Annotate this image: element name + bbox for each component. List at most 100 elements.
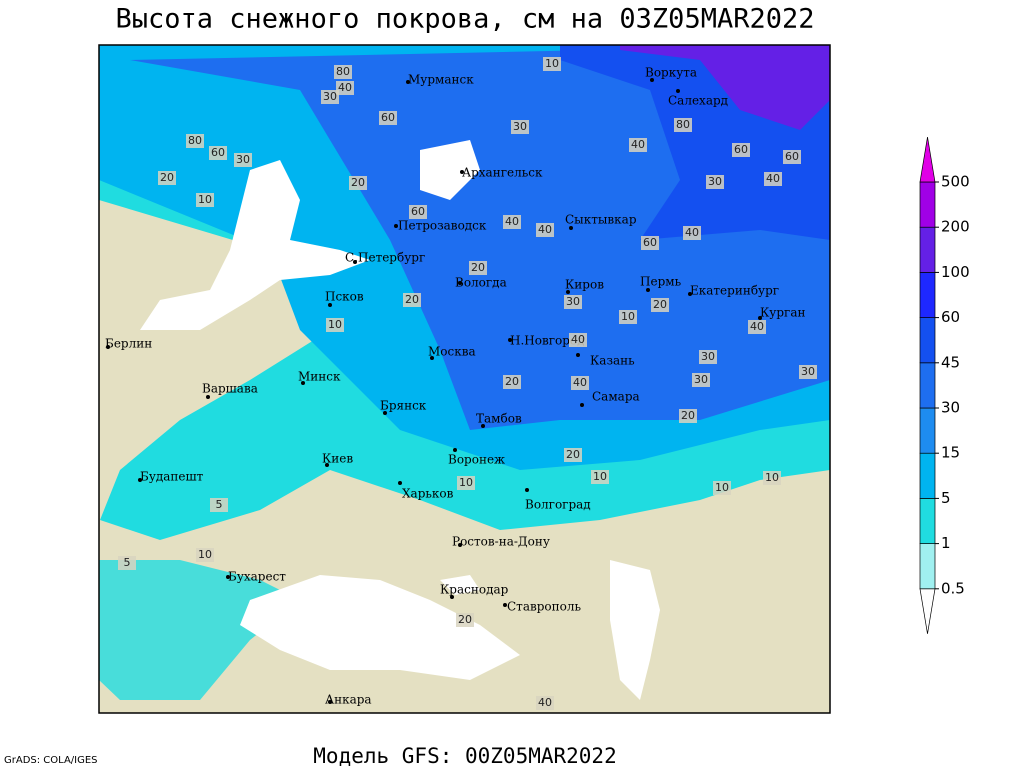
contour-label: 40: [766, 172, 780, 185]
city-label: Анкара: [325, 693, 372, 707]
city-dot: [450, 595, 454, 599]
city-label: Вологда: [455, 276, 507, 290]
contour-label-bg: [234, 153, 252, 167]
map-area: [98, 44, 831, 714]
legend-swatch: [919, 498, 936, 544]
baltic-sea: [140, 160, 370, 330]
contour-label-bg: [699, 350, 717, 364]
city-label: Мурманск: [408, 73, 474, 87]
contour-label: 60: [211, 146, 225, 159]
city-label: Пермь: [640, 275, 682, 289]
contour-label: 80: [336, 65, 350, 78]
contour-label: 40: [505, 215, 519, 228]
contour-label: 20: [351, 176, 365, 189]
city-dot: [383, 411, 387, 415]
snow-very-deep: [620, 45, 830, 130]
city-label: Салехард: [668, 94, 728, 108]
contour-label: 10: [198, 193, 212, 206]
contour-label: 20: [160, 171, 174, 184]
contour-label: 40: [573, 376, 587, 389]
contour-label: 40: [685, 226, 699, 239]
city-dot: [406, 80, 410, 84]
contour-label-bg: [564, 295, 582, 309]
city-dot: [398, 481, 402, 485]
legend-swatch: [919, 362, 936, 409]
contour-label-bg: [763, 471, 781, 485]
contour-label: 5: [124, 556, 131, 569]
snow-deep: [130, 45, 830, 430]
contour-label: 30: [708, 175, 722, 188]
city-label: Псков: [325, 290, 364, 304]
city-dot: [569, 226, 573, 230]
city-dot: [301, 381, 305, 385]
city-dot: [460, 170, 464, 174]
city-dot: [503, 603, 507, 607]
contour-label: 60: [734, 143, 748, 156]
contour-label: 30: [323, 90, 337, 103]
contour-label-bg: [619, 310, 637, 324]
city-dot: [353, 260, 357, 264]
contour-label-bg: [713, 481, 731, 495]
contour-label: 10: [593, 470, 607, 483]
contour-label: 40: [631, 138, 645, 151]
contour-label: 10: [715, 481, 729, 494]
city-label: Киев: [322, 452, 353, 466]
legend-label: 0.5: [941, 579, 965, 597]
contour-label: 40: [538, 223, 552, 236]
contour-label-bg: [748, 320, 766, 334]
legend-label: 200: [941, 218, 970, 236]
contour-label-bg: [764, 172, 782, 186]
city-label: Киров: [565, 278, 604, 292]
legend-swatch: [919, 543, 936, 590]
city-dot: [430, 356, 434, 360]
contour-label: 10: [328, 318, 342, 331]
contour-label: 40: [538, 696, 552, 709]
city-label: Бухарест: [228, 570, 286, 584]
map-title: Высота снежного покрова, см на 03Z05MAR2…: [116, 4, 815, 35]
contour-label: 30: [801, 365, 815, 378]
credit: GrADS: COLA/IGES: [4, 755, 98, 766]
contour-label: 40: [338, 81, 352, 94]
city-label: Воронеж: [448, 453, 505, 467]
city-label: Москва: [428, 345, 476, 359]
contour-label-bg: [409, 205, 427, 219]
city-dot: [650, 78, 654, 82]
contour-label: 20: [681, 409, 695, 422]
city-label: Варшава: [202, 382, 258, 396]
city-label: Волгоград: [525, 498, 591, 512]
contour-label-bg: [196, 193, 214, 207]
contour-label: 20: [458, 613, 472, 626]
contour-label-bg: [692, 373, 710, 387]
city-dot: [688, 292, 692, 296]
contour-label: 20: [471, 261, 485, 274]
contour-label-bg: [536, 696, 554, 710]
contour-label: 60: [381, 111, 395, 124]
contour-label-bg: [118, 556, 136, 570]
contour-label: 20: [405, 293, 419, 306]
contour-label-bg: [706, 175, 724, 189]
caspian-sea: [610, 560, 660, 700]
city-dot: [328, 700, 332, 704]
contour-label-bg: [403, 293, 421, 307]
city-dot: [106, 345, 110, 349]
contour-label: 10: [459, 476, 473, 489]
contour-label: 30: [694, 373, 708, 386]
legend-swatch: [919, 272, 936, 318]
contour-label: 30: [236, 153, 250, 166]
contour-label: 30: [701, 350, 715, 363]
city-dot: [394, 224, 398, 228]
contour-label: 10: [545, 57, 559, 70]
legend-label: 500: [941, 173, 970, 191]
city-label: Ростов-на-Дону: [452, 535, 550, 549]
contour-label-bg: [651, 298, 669, 312]
contour-label: 40: [750, 320, 764, 333]
contour-label: 30: [566, 295, 580, 308]
city-dot: [325, 463, 329, 467]
contour-label: 10: [198, 548, 212, 561]
city-label: Будапешт: [140, 470, 204, 484]
contour-label: 60: [643, 236, 657, 249]
city-label: Берлин: [105, 337, 152, 351]
contour-label-bg: [591, 470, 609, 484]
city-label: Курган: [760, 306, 805, 320]
